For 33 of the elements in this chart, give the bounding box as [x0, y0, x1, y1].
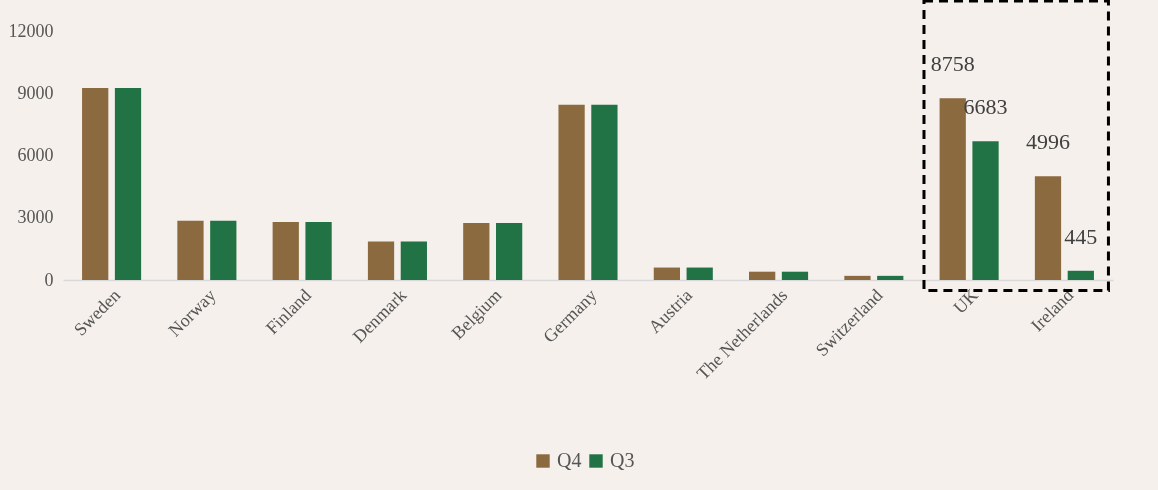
legend-label: Q4 — [557, 449, 582, 471]
legend-label: Q3 — [610, 449, 635, 471]
bar — [367, 241, 395, 280]
y-tick-label: 6000 — [17, 145, 54, 165]
y-tick-label: 9000 — [17, 82, 54, 103]
bar — [781, 271, 809, 280]
bar — [210, 220, 237, 280]
data-label: 445 — [1064, 223, 1098, 249]
bar — [558, 104, 585, 280]
x-tick-label: UK — [949, 285, 982, 318]
bar — [877, 275, 904, 280]
bar — [82, 88, 109, 280]
bar — [272, 221, 299, 280]
bar — [939, 98, 966, 280]
bar — [177, 220, 204, 280]
bar — [686, 267, 713, 280]
y-tick-label: 12000 — [8, 20, 54, 41]
y-tick-label: 3000 — [17, 207, 54, 228]
y-tick-label: 0 — [44, 269, 54, 290]
bar — [972, 141, 999, 280]
bar — [463, 222, 490, 280]
bar — [305, 221, 332, 280]
bar — [496, 222, 523, 280]
bar — [400, 241, 427, 280]
bar — [749, 271, 776, 280]
bar — [1067, 270, 1094, 280]
bar — [844, 275, 871, 280]
bar — [653, 267, 680, 280]
data-label: 8758 — [930, 51, 975, 77]
data-label: 4996 — [1026, 129, 1070, 155]
bar — [114, 88, 142, 280]
bar — [1034, 176, 1062, 280]
bar — [591, 104, 618, 280]
